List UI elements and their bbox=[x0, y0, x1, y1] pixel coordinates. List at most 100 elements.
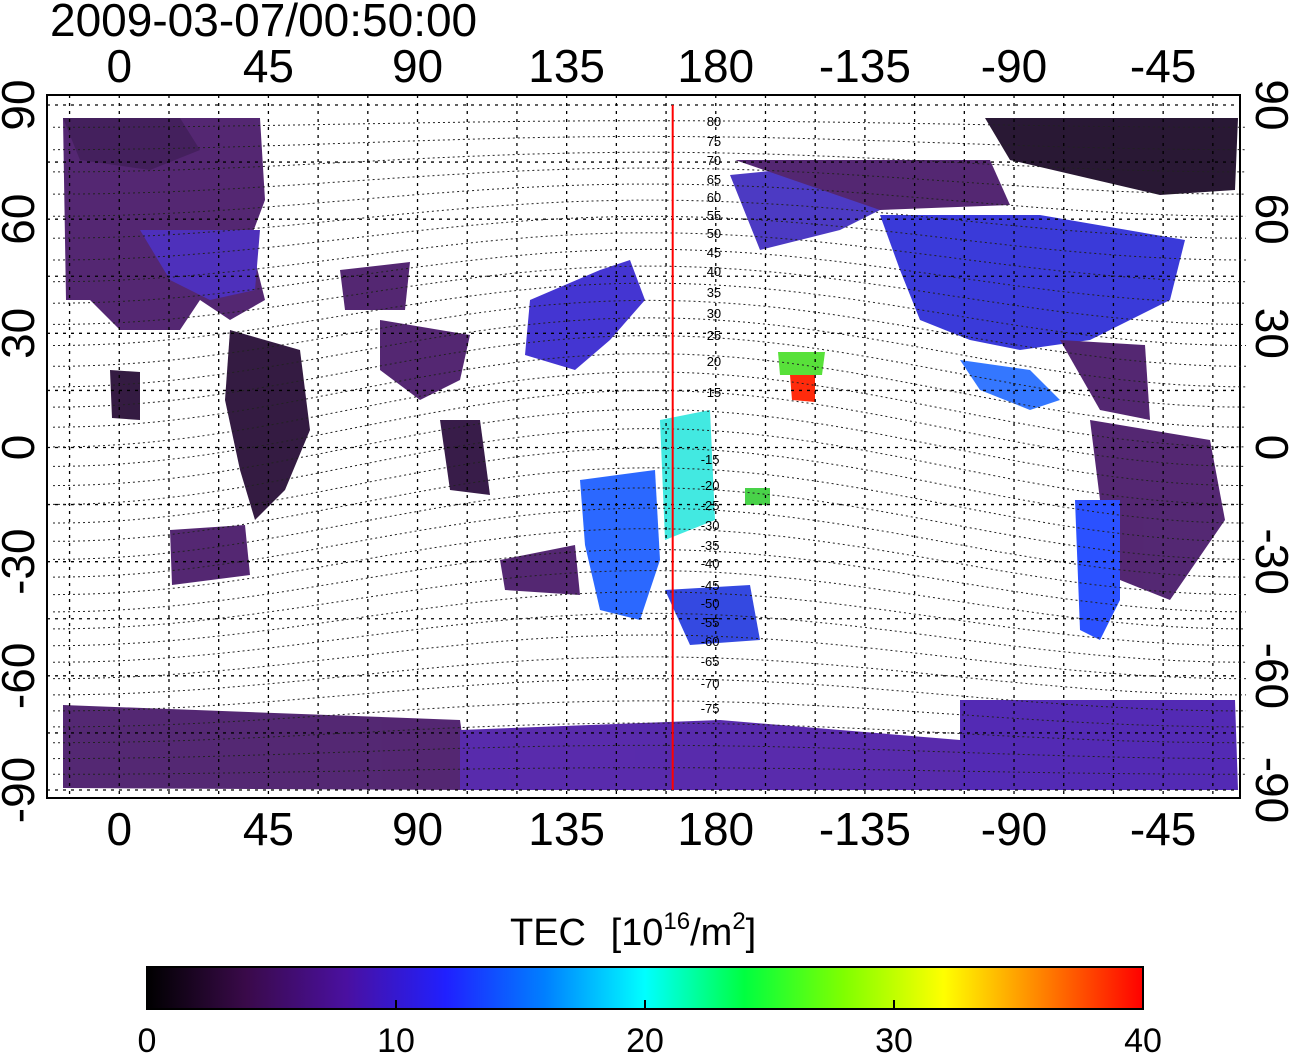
tec-patch-se-asia bbox=[440, 420, 490, 495]
tec-patches bbox=[63, 118, 1238, 790]
contour-label: -55 bbox=[701, 615, 720, 630]
contour-line bbox=[52, 135, 1247, 151]
left-lat-label: -90 bbox=[0, 757, 44, 823]
top-lon-label: 180 bbox=[677, 40, 754, 92]
contour-label: 20 bbox=[707, 354, 721, 369]
bottom-lon-label: 135 bbox=[528, 803, 605, 855]
contour-line bbox=[53, 767, 1246, 775]
tec-patch-nz bbox=[665, 585, 760, 645]
contour-line bbox=[52, 317, 1247, 388]
tec-patch-australia-west bbox=[500, 545, 580, 595]
contour-label: -25 bbox=[701, 498, 720, 513]
bottom-lon-label: 90 bbox=[392, 803, 443, 855]
contour-line bbox=[52, 722, 1247, 744]
left-lat-label: 30 bbox=[0, 308, 44, 359]
contour-line bbox=[52, 744, 1247, 760]
right-latitude-labels: 90 60 30 0 -30 -60 -90 bbox=[1246, 79, 1292, 823]
tec-patch-antarctica-mid bbox=[460, 720, 960, 790]
top-longitude-labels: 0 45 90 135 180 -135 -90 -45 bbox=[106, 40, 1196, 92]
graticule bbox=[47, 95, 1240, 798]
figure-title: 2009-03-07/00:50:00 bbox=[50, 0, 477, 46]
bottom-lon-label: 0 bbox=[106, 803, 132, 855]
colorbar-tick-label: 0 bbox=[138, 1022, 157, 1057]
colorbar-tick-label: 30 bbox=[875, 1022, 913, 1057]
tec-patch-india bbox=[380, 320, 470, 400]
tec-patch-hawaii-red bbox=[790, 375, 815, 402]
tec-patch-hawaii-green bbox=[778, 352, 825, 375]
tec-patch-arctic-east bbox=[63, 118, 200, 170]
contour-line bbox=[52, 528, 1247, 596]
top-lon-label: -45 bbox=[1130, 40, 1196, 92]
contour-line bbox=[52, 656, 1247, 696]
contour-label: 15 bbox=[707, 385, 721, 400]
contour-label: 55 bbox=[707, 208, 721, 223]
top-lon-label: -90 bbox=[981, 40, 1047, 92]
contour-label: -40 bbox=[701, 556, 720, 571]
tec-patch-caribbean bbox=[1060, 340, 1150, 420]
contour-line bbox=[53, 678, 1246, 712]
colorbar-title: TEC [1016/m2] bbox=[510, 908, 756, 954]
colorbar-title-label: TEC bbox=[510, 912, 586, 954]
contour-label: 65 bbox=[707, 172, 721, 187]
contour-line bbox=[53, 120, 1246, 128]
colorbar-tick-label: 10 bbox=[377, 1022, 415, 1057]
tec-patch-europe-blue bbox=[140, 230, 260, 300]
contour-label: 75 bbox=[707, 134, 721, 149]
bottom-lon-label: -135 bbox=[819, 803, 911, 855]
tec-patch-japan-china bbox=[525, 260, 645, 370]
contour-label: 40 bbox=[707, 264, 721, 279]
contour-line bbox=[52, 507, 1247, 578]
contour-label: -30 bbox=[701, 518, 720, 533]
tec-patch-greenland bbox=[985, 118, 1238, 195]
contour-label: 50 bbox=[707, 226, 721, 241]
contour-line bbox=[52, 335, 1247, 408]
tec-patch-south-africa bbox=[170, 525, 250, 585]
right-lat-label: -90 bbox=[1246, 757, 1292, 823]
right-lat-label: -30 bbox=[1246, 528, 1292, 594]
map-panel: 80 75 70 65 60 55 50 45 40 35 30 25 20 15 -15 -20 -25 -30… bbox=[46, 94, 1247, 799]
contour-line bbox=[52, 570, 1247, 630]
left-lat-label: -60 bbox=[0, 643, 44, 709]
colorbar-unit-exp2: 2 bbox=[732, 908, 745, 935]
colorbar-ticks: 0 10 20 30 40 bbox=[138, 1000, 1162, 1057]
contour-label: -35 bbox=[701, 538, 720, 553]
contour-line bbox=[53, 151, 1246, 173]
left-lat-label: 0 bbox=[0, 435, 44, 461]
tec-patch-australia-east bbox=[580, 470, 660, 620]
colorbar-unit-exp: 16 bbox=[663, 908, 690, 935]
contour-line bbox=[53, 167, 1246, 195]
right-lat-label: 60 bbox=[1246, 194, 1292, 245]
contour-label: 35 bbox=[707, 285, 721, 300]
contour-label: -15 bbox=[701, 452, 720, 467]
contour-line bbox=[52, 548, 1247, 613]
right-lat-label: -60 bbox=[1246, 643, 1292, 709]
bottom-lon-label: 45 bbox=[243, 803, 294, 855]
colorbar-unit-close: ] bbox=[746, 912, 757, 954]
bottom-longitude-labels: 0 45 90 135 180 -135 -90 -45 bbox=[106, 803, 1196, 855]
contour-line bbox=[52, 487, 1247, 560]
top-lon-label: 135 bbox=[528, 40, 605, 92]
contour-label: -70 bbox=[701, 676, 720, 691]
right-lat-label: 0 bbox=[1246, 435, 1292, 461]
left-lat-label: 90 bbox=[0, 79, 44, 130]
top-lon-label: 0 bbox=[106, 40, 132, 92]
contour-label: -75 bbox=[701, 701, 720, 716]
colorbar-unit-mid: /m bbox=[690, 912, 732, 954]
top-lon-label: -135 bbox=[819, 40, 911, 92]
left-lat-label: 60 bbox=[0, 194, 44, 245]
contour-label: -60 bbox=[701, 634, 720, 649]
contour-label: -65 bbox=[701, 654, 720, 669]
contour-label: -20 bbox=[701, 478, 720, 493]
right-lat-label: 90 bbox=[1246, 79, 1292, 130]
bottom-lon-label: 180 bbox=[677, 803, 754, 855]
contour-line bbox=[52, 282, 1247, 346]
contour-label: 30 bbox=[707, 306, 721, 321]
bottom-lon-label: -45 bbox=[1130, 803, 1196, 855]
left-lat-label: -30 bbox=[0, 528, 44, 594]
colorbar-unit-open: [10 bbox=[611, 912, 664, 954]
tec-patch-central-asia bbox=[340, 262, 410, 310]
tec-patch-mexico bbox=[960, 360, 1060, 410]
tec-patch-north-america bbox=[880, 215, 1185, 350]
contour-line bbox=[52, 265, 1247, 325]
